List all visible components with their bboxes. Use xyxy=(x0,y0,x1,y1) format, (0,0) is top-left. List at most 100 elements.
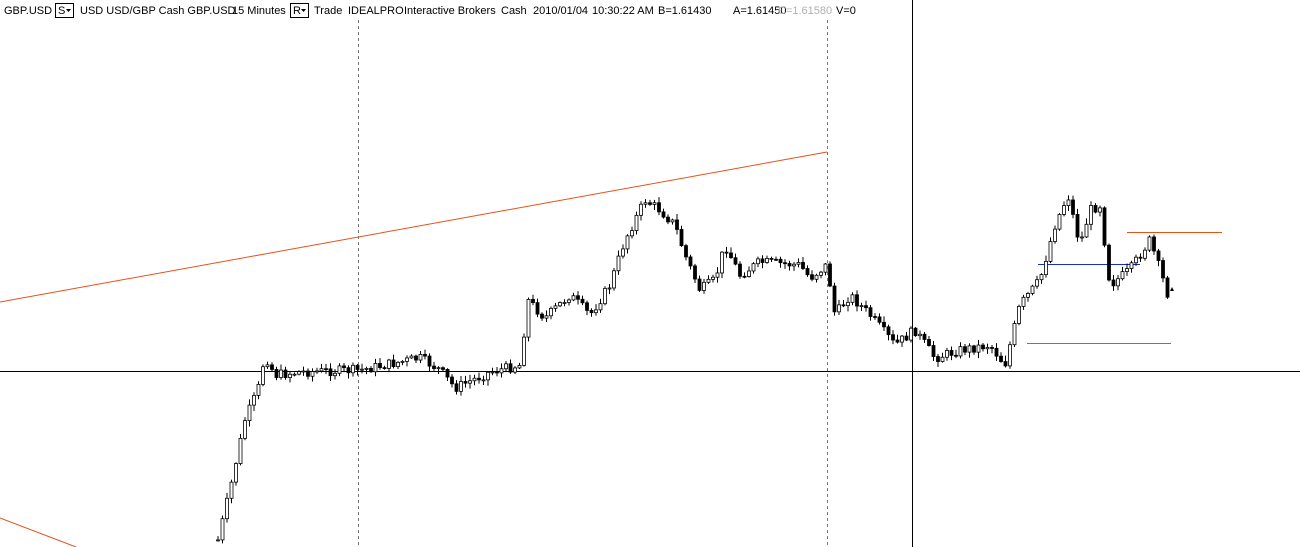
candle-body xyxy=(940,356,945,362)
candle-body xyxy=(1035,279,1039,287)
broker: Interactive Brokers xyxy=(404,5,496,17)
candle-body xyxy=(504,363,508,370)
style-button-box[interactable] xyxy=(55,3,74,18)
candle-body xyxy=(454,383,459,392)
candle-body xyxy=(931,345,936,357)
candle-body xyxy=(661,211,666,218)
candle-body xyxy=(1111,279,1116,287)
candle-body xyxy=(841,304,846,307)
candle-body xyxy=(310,371,315,377)
last-price-marker xyxy=(1170,287,1174,291)
candle-body xyxy=(576,295,580,300)
candle-body xyxy=(1066,199,1071,207)
candle-body xyxy=(729,252,733,259)
candle-body xyxy=(288,373,292,378)
candle-body xyxy=(877,316,882,323)
candle-body xyxy=(1134,256,1138,264)
candle-body xyxy=(369,367,373,373)
candle-body xyxy=(603,287,607,305)
candle-body xyxy=(1071,199,1075,215)
candle-body xyxy=(1152,236,1156,252)
candle-body xyxy=(715,272,720,278)
candle-body xyxy=(544,315,549,319)
candle-body xyxy=(220,518,225,541)
candle-body xyxy=(922,333,927,340)
candle-body xyxy=(490,371,495,374)
candle-body xyxy=(1125,268,1129,272)
candle-body xyxy=(468,380,472,384)
candle-body xyxy=(634,214,639,232)
candle-body xyxy=(301,370,306,373)
candle-body xyxy=(801,262,805,269)
candle-body xyxy=(639,203,643,216)
candle-body xyxy=(423,353,427,357)
candle-body xyxy=(328,368,333,377)
candle-body xyxy=(760,258,765,263)
candle-body xyxy=(612,270,616,289)
trend-line[interactable] xyxy=(0,151,828,303)
style-button[interactable]: S xyxy=(58,5,65,17)
candle-body xyxy=(472,377,477,382)
candle-body xyxy=(832,285,837,313)
range-button-box[interactable] xyxy=(290,3,309,18)
candle-body xyxy=(562,302,567,304)
candle-body xyxy=(589,310,594,314)
candle-body xyxy=(648,202,652,205)
candle-body xyxy=(306,370,310,377)
candle-body xyxy=(522,336,526,366)
candle-body xyxy=(373,363,378,373)
candle-body xyxy=(495,371,499,374)
candle-body xyxy=(706,278,711,283)
candle-body xyxy=(805,268,810,276)
candle-body xyxy=(463,381,468,384)
candle-body xyxy=(936,356,940,362)
candle-body xyxy=(850,294,855,303)
candle-body xyxy=(855,294,859,307)
candle-body xyxy=(540,313,544,319)
candle-body xyxy=(796,262,801,265)
candle-body xyxy=(481,379,486,382)
candle-body xyxy=(783,262,787,265)
candle-body xyxy=(238,437,243,464)
candle-body xyxy=(1089,205,1093,225)
candle-body xyxy=(733,257,738,265)
candle-body xyxy=(270,364,274,370)
candle-body xyxy=(882,321,886,328)
candle-body xyxy=(549,307,553,317)
candle-body xyxy=(418,353,423,361)
candle-body xyxy=(616,255,621,272)
candle-body xyxy=(585,302,589,311)
candle-body xyxy=(1107,244,1111,281)
candle-body xyxy=(958,346,963,357)
candle-body xyxy=(427,355,432,367)
candle-body xyxy=(621,248,625,257)
candle-body xyxy=(868,307,873,317)
candle-body xyxy=(1044,261,1048,276)
candle-body xyxy=(652,202,657,205)
candle-body xyxy=(351,364,355,374)
candle-body xyxy=(414,355,418,361)
mode: Trade xyxy=(314,5,342,17)
candle-body xyxy=(1017,306,1021,324)
candle-body xyxy=(1062,205,1066,215)
candle-body xyxy=(252,395,256,406)
candle-body xyxy=(702,281,706,291)
candle-body xyxy=(913,327,918,337)
header: GBP.USD S USD USD/GBP Cash GBP.USD 15 Mi… xyxy=(4,3,856,18)
candle-body xyxy=(225,497,229,520)
candle-body xyxy=(697,278,702,291)
candle-body xyxy=(409,355,414,359)
candle-body xyxy=(1053,228,1057,242)
candle-body xyxy=(526,299,531,338)
candle-body xyxy=(216,539,220,542)
candle-body xyxy=(666,216,670,223)
candle-body xyxy=(553,305,558,309)
candle-body xyxy=(949,350,954,356)
range-button[interactable]: R xyxy=(293,5,301,17)
trend-line[interactable] xyxy=(0,517,77,547)
candle-body xyxy=(1093,205,1098,213)
candle-body xyxy=(774,258,778,261)
candle-body xyxy=(1120,271,1125,280)
candle-body xyxy=(814,274,819,280)
